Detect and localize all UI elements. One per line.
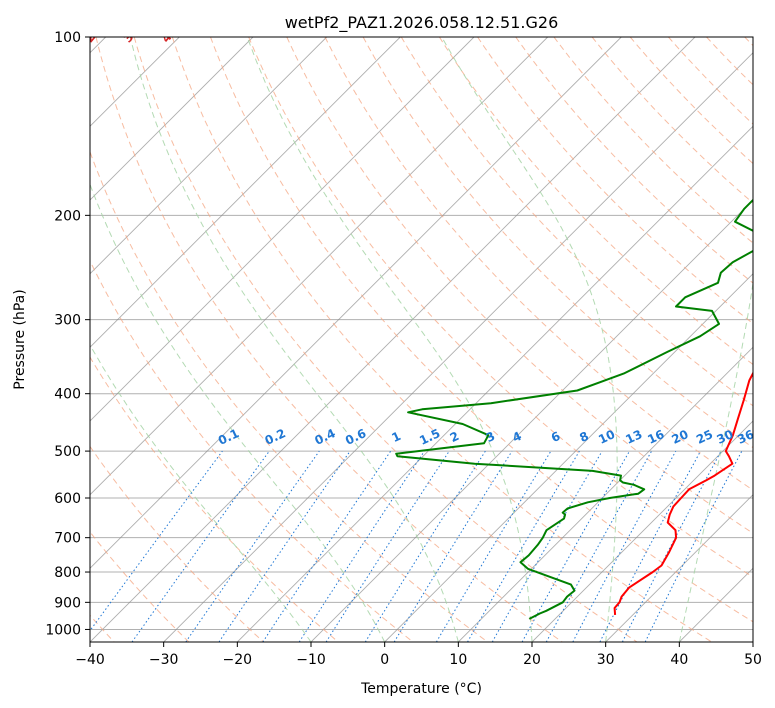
x-tick-label: 50 [744, 652, 762, 668]
isotherm-line [457, 346, 753, 642]
moist-adiabat-line [678, 280, 753, 642]
y-tick-label: 1000 [45, 622, 81, 638]
mixing-ratio-line [572, 450, 677, 642]
dry-adiabat-line [591, 37, 753, 204]
dry-adiabat-line [400, 37, 753, 407]
dry-adiabat-line [90, 356, 339, 642]
y-tick-label: 300 [54, 313, 81, 329]
isotherm-line [90, 37, 622, 569]
y-tick-label: 400 [54, 387, 81, 403]
isotherm-line [90, 37, 475, 422]
dewpoint-profile-line [395, 198, 753, 620]
y-tick-label: 100 [54, 30, 81, 46]
mixing-ratio-line [218, 450, 351, 642]
mixing-ratio-label: 16 [645, 427, 666, 447]
mixing-ratio-label: 13 [623, 427, 644, 447]
mixing-ratio-label: 25 [694, 427, 715, 447]
x-tick-label: 10 [449, 652, 467, 668]
plot-frame [89, 36, 754, 643]
dry-adiabat-line [248, 37, 753, 578]
y-tick-label: 600 [54, 491, 81, 507]
mixing-ratio-line [298, 450, 425, 642]
x-tick-label: −20 [223, 652, 253, 668]
y-tick-label: 900 [54, 595, 81, 611]
y-tick-label: 700 [54, 531, 81, 547]
profile-series [395, 198, 753, 620]
isotherm-line [90, 37, 549, 496]
isotherm-line [90, 37, 401, 348]
dry-adiabat-line [324, 37, 753, 491]
moist-adiabat-line [90, 343, 312, 642]
x-tick-label: 20 [523, 652, 541, 668]
moist-adiabat-line [129, 37, 459, 642]
x-tick-label: 40 [670, 652, 688, 668]
dry-adiabat-line [438, 37, 753, 366]
x-tick-label: 30 [597, 652, 615, 668]
mixing-ratio-line [521, 450, 630, 642]
dry-adiabat-label: 40 [159, 24, 180, 46]
x-tick-label: 0 [380, 652, 389, 668]
mixing-ratio-label: 20 [670, 427, 691, 447]
mixing-ratio-line [393, 450, 513, 642]
x-tick-label: −30 [149, 652, 179, 668]
mixing-ratio-label: 10 [596, 427, 617, 447]
dry-adiabat-line [133, 37, 638, 642]
chart-title: wetPf2_PAZ1.2026.058.12.51.G26 [285, 13, 559, 33]
isotherm-line [531, 420, 753, 642]
y-tick-label: 500 [54, 444, 81, 460]
mixing-ratio-label: 30 [714, 427, 735, 447]
x-axis-title: Temperature (°C) [360, 681, 482, 697]
mixing-ratio-line [644, 450, 743, 642]
dry-adiabat-line [286, 37, 753, 534]
background-lines [90, 37, 753, 642]
x-tick-label: −40 [75, 652, 105, 668]
isotherm-line [90, 37, 696, 642]
dry-adiabat-line [362, 37, 753, 449]
dry-adiabat-line [171, 37, 712, 642]
mixing-ratio-line [262, 450, 392, 642]
isotherm-line [384, 273, 753, 642]
x-tick-label: −10 [296, 652, 326, 668]
isotherm-line [90, 37, 254, 201]
moist-adiabat-line [246, 37, 533, 642]
y-axis-title: Pressure (hPa) [12, 289, 28, 389]
mixing-ratio-label: 36 [735, 427, 756, 447]
mixing-ratio-line [90, 450, 223, 632]
isotherm-line [605, 494, 753, 642]
dry-adiabat-line [90, 259, 414, 642]
isotherm-line [236, 125, 753, 642]
y-tick-label: 800 [54, 565, 81, 581]
mixing-ratio-line [185, 450, 320, 642]
dry-adiabat-line [95, 37, 563, 642]
mixing-ratio-line [325, 450, 450, 642]
isotherm-line [90, 37, 328, 275]
axis-ticks: −40 −30 −20 −10 0 10 20 30 40 50 100 200 300 400 500 60… [45, 30, 762, 668]
dry-adiabat-label: 30 [120, 24, 141, 46]
isotherm-line [163, 52, 753, 642]
mixing-ratio-line [131, 450, 270, 642]
dry-adiabat-line [90, 445, 264, 642]
temperature-profile-line [613, 371, 753, 615]
y-tick-label: 200 [54, 208, 81, 224]
moist-adiabat-line [441, 37, 618, 642]
moist-adiabat-line [90, 182, 386, 642]
dry-adiabat-line [210, 37, 753, 623]
dry-adiabat-line [553, 37, 753, 244]
line-labels: 0.10.20.40.611.52346810131620253036-100-… [90, 24, 756, 448]
mixing-ratio-line [545, 450, 653, 642]
